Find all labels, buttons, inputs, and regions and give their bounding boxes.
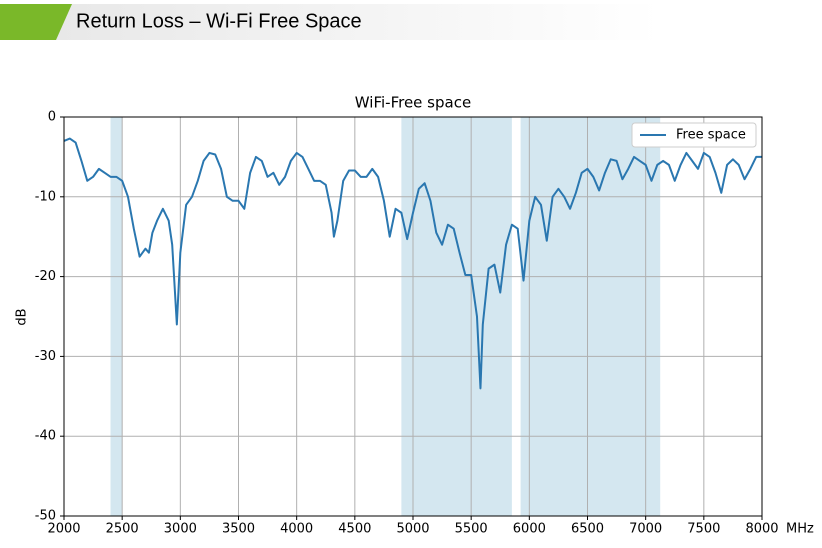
x-tick-label: 4000 — [280, 522, 313, 537]
x-tick-label: 6500 — [571, 522, 604, 537]
legend-label: Free space — [676, 128, 746, 143]
y-tick-label: -10 — [35, 189, 56, 204]
y-tick-label: -50 — [35, 509, 56, 524]
x-tick-label: 8000 — [745, 522, 778, 537]
y-tick-label: -40 — [35, 429, 56, 444]
x-tick-label: 7500 — [687, 522, 720, 537]
y-tick-label: -30 — [35, 349, 56, 364]
chart-title: WiFi-Free space — [355, 94, 471, 112]
frequency-band — [110, 117, 123, 516]
slide-title: Return Loss – Wi-Fi Free Space — [76, 10, 362, 32]
x-tick-label: 6000 — [513, 522, 546, 537]
plot-frame — [63, 116, 763, 517]
y-tick-label: 0 — [48, 110, 56, 125]
header-bar — [0, 4, 660, 40]
x-tick-label: 3000 — [164, 522, 197, 537]
x-tick-label: 2500 — [106, 522, 139, 537]
x-tick-label: 5000 — [396, 522, 429, 537]
x-tick-label: 2000 — [47, 522, 80, 537]
frequency-band — [520, 117, 661, 516]
data-line — [63, 137, 762, 390]
x-tick-label: 5500 — [455, 522, 488, 537]
x-tick-label: 4500 — [338, 522, 371, 537]
y-tick-label: -20 — [35, 269, 56, 284]
frequency-band — [401, 117, 512, 516]
x-tick-label: 3500 — [222, 522, 255, 537]
y-axis-label: dB — [15, 308, 30, 325]
header-accent — [0, 4, 72, 40]
legend-box — [631, 122, 757, 148]
x-axis-label: MHz — [786, 522, 814, 537]
x-tick-label: 7000 — [629, 522, 662, 537]
